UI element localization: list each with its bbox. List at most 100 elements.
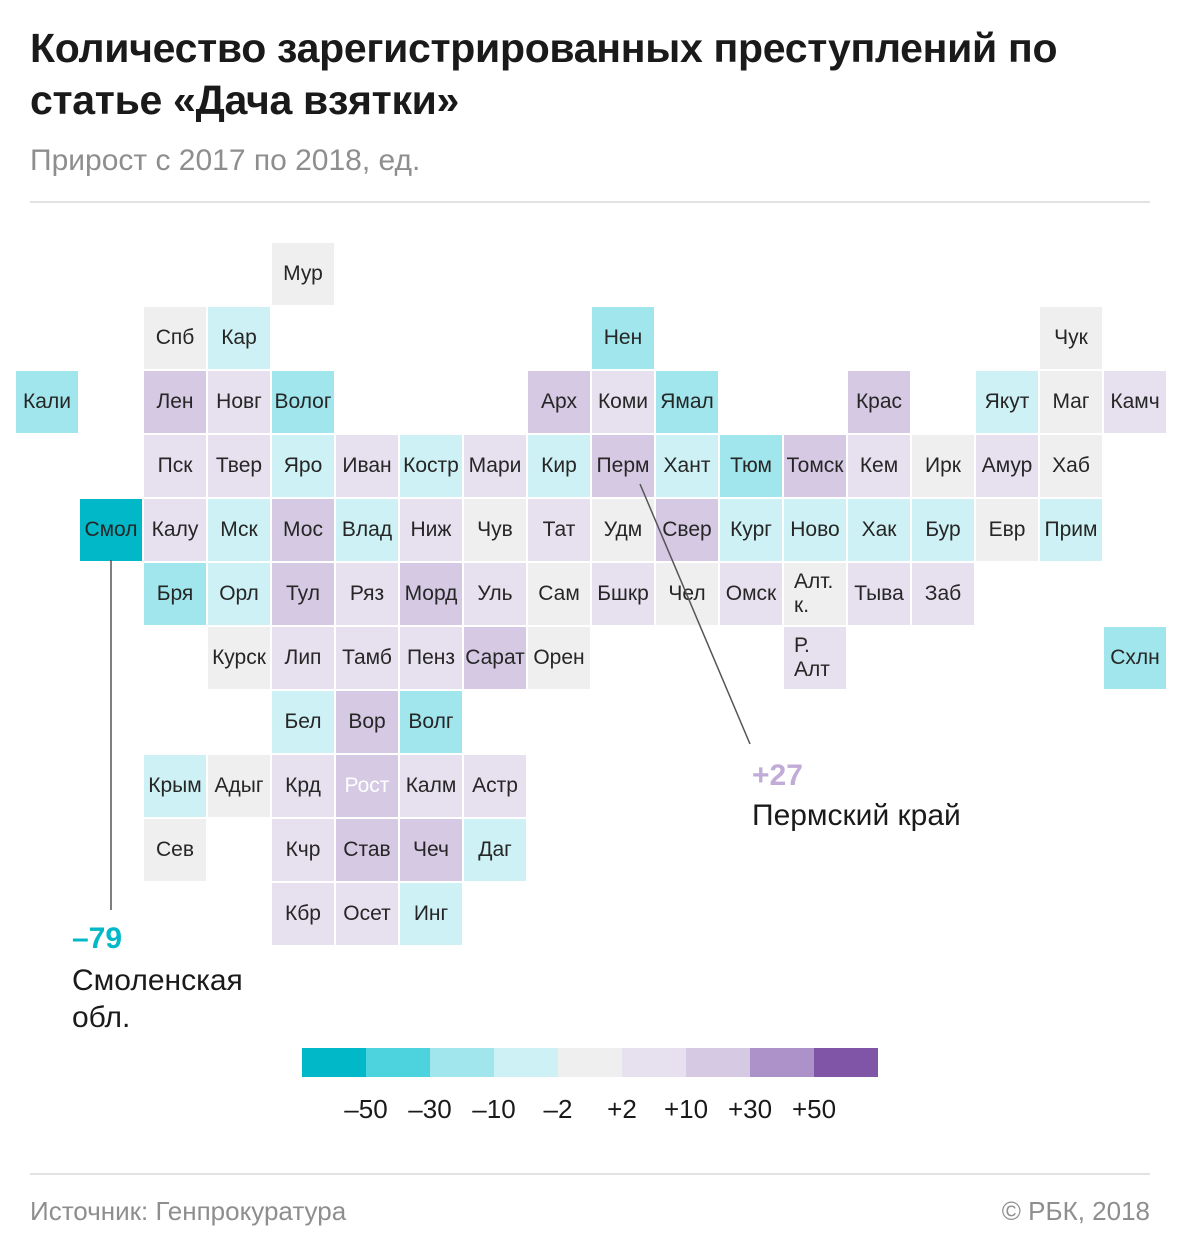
region-tile-37: Чув bbox=[464, 499, 526, 561]
region-tile-47: Бря bbox=[144, 563, 206, 625]
region-tile-42: Ново bbox=[784, 499, 846, 561]
legend-swatch-2 bbox=[430, 1048, 494, 1077]
region-tile-81: Даг bbox=[464, 819, 526, 881]
legend-swatch-0 bbox=[302, 1048, 366, 1077]
region-tile-44: Бур bbox=[912, 499, 974, 561]
region-tile-53: Сам bbox=[528, 563, 590, 625]
region-tile-71: Крым bbox=[144, 755, 206, 817]
top-divider bbox=[30, 201, 1150, 203]
smol-annotation-value: –79 bbox=[72, 922, 123, 955]
perm-leader-line bbox=[639, 483, 751, 745]
region-tile-19: Иван bbox=[336, 435, 398, 497]
region-tile-6: Лен bbox=[144, 371, 206, 433]
region-tile-5: Кали bbox=[16, 371, 78, 433]
legend-label-0: –50 bbox=[344, 1094, 388, 1124]
region-tile-72: Адыг bbox=[208, 755, 270, 817]
region-tile-9: Арх bbox=[528, 371, 590, 433]
region-tile-7: Новг bbox=[208, 371, 270, 433]
region-tile-45: Евр bbox=[976, 499, 1038, 561]
region-tile-15: Камч bbox=[1104, 371, 1166, 433]
chart-subtitle: Прирост с 2017 по 2018, ед. bbox=[30, 144, 421, 177]
region-tile-78: Кчр bbox=[272, 819, 334, 881]
region-tile-43: Хак bbox=[848, 499, 910, 561]
region-tile-54: Бшкр bbox=[592, 563, 654, 625]
source-note: Источник: Генпрокуратура bbox=[30, 1196, 347, 1226]
region-tile-76: Астр bbox=[464, 755, 526, 817]
region-tile-70: Волг bbox=[400, 691, 462, 753]
perm-annotation-name: Пермский край bbox=[752, 799, 961, 832]
region-tile-65: Орен bbox=[528, 627, 590, 689]
region-tile-26: Томск bbox=[784, 435, 846, 497]
legend-swatch-1 bbox=[366, 1048, 430, 1077]
region-tile-23: Перм bbox=[592, 435, 654, 497]
region-tile-10: Коми bbox=[592, 371, 654, 433]
region-tile-34: Мос bbox=[272, 499, 334, 561]
region-tile-1: Спб bbox=[144, 307, 206, 369]
region-tile-82: Кбр bbox=[272, 883, 334, 945]
region-tile-58: Тыва bbox=[848, 563, 910, 625]
region-tile-59: Заб bbox=[912, 563, 974, 625]
perm-annotation-value: +27 bbox=[752, 759, 803, 792]
region-tile-28: Ирк bbox=[912, 435, 974, 497]
region-tile-69: Вор bbox=[336, 691, 398, 753]
legend-label-4: +2 bbox=[607, 1094, 637, 1124]
chart-title: Количество зарегистрированных преступлен… bbox=[30, 25, 1058, 123]
region-tile-52: Уль bbox=[464, 563, 526, 625]
region-tile-80: Чеч bbox=[400, 819, 462, 881]
region-tile-33: Мск bbox=[208, 499, 270, 561]
legend-swatch-5 bbox=[622, 1048, 686, 1077]
region-tile-46: Прим bbox=[1040, 499, 1102, 561]
region-tile-14: Маг bbox=[1040, 371, 1102, 433]
region-tile-51: Морд bbox=[400, 563, 462, 625]
region-tile-2: Кар bbox=[208, 307, 270, 369]
region-tile-25: Тюм bbox=[720, 435, 782, 497]
region-tile-11: Ямал bbox=[656, 371, 718, 433]
legend-label-6: +30 bbox=[727, 1094, 773, 1124]
region-tile-36: Ниж bbox=[400, 499, 462, 561]
color-legend bbox=[302, 1048, 878, 1077]
region-tile-39: Удм bbox=[592, 499, 654, 561]
legend-swatch-8 bbox=[814, 1048, 878, 1077]
region-tile-79: Став bbox=[336, 819, 398, 881]
region-tile-74: Рост bbox=[336, 755, 398, 817]
region-tile-77: Сев bbox=[144, 819, 206, 881]
region-tile-29: Амур bbox=[976, 435, 1038, 497]
region-tile-67: Схлн bbox=[1104, 627, 1166, 689]
legend-swatch-6 bbox=[686, 1048, 750, 1077]
bottom-divider bbox=[30, 1173, 1150, 1175]
region-tile-12: Крас bbox=[848, 371, 910, 433]
region-tile-32: Калу bbox=[144, 499, 206, 561]
copyright-note: © РБК, 2018 bbox=[1001, 1196, 1150, 1226]
region-tile-64: Сарат bbox=[464, 627, 526, 689]
legend-label-1: –30 bbox=[408, 1094, 452, 1124]
region-tile-24: Хант bbox=[656, 435, 718, 497]
legend-label-5: +10 bbox=[663, 1094, 709, 1124]
region-tile-35: Влад bbox=[336, 499, 398, 561]
region-tile-63: Пенз bbox=[400, 627, 462, 689]
legend-swatch-7 bbox=[750, 1048, 814, 1077]
region-tile-27: Кем bbox=[848, 435, 910, 497]
region-tile-22: Кир bbox=[528, 435, 590, 497]
region-tile-66: Р. Алт bbox=[784, 627, 846, 689]
region-tile-61: Лип bbox=[272, 627, 334, 689]
region-tile-57: Алт. к. bbox=[784, 563, 846, 625]
region-tile-4: Чук bbox=[1040, 307, 1102, 369]
region-tile-41: Кург bbox=[720, 499, 782, 561]
region-tile-49: Тул bbox=[272, 563, 334, 625]
region-tile-68: Бел bbox=[272, 691, 334, 753]
region-tile-31: Смол bbox=[80, 499, 142, 561]
region-tile-83: Осет bbox=[336, 883, 398, 945]
region-tile-13: Якут bbox=[976, 371, 1038, 433]
region-tile-0: Мур bbox=[272, 243, 334, 305]
region-tile-50: Ряз bbox=[336, 563, 398, 625]
region-tile-38: Тат bbox=[528, 499, 590, 561]
region-tile-30: Хаб bbox=[1040, 435, 1102, 497]
region-tile-20: Костр bbox=[400, 435, 462, 497]
region-tile-3: Нен bbox=[592, 307, 654, 369]
region-tile-48: Орл bbox=[208, 563, 270, 625]
region-tile-60: Курск bbox=[208, 627, 270, 689]
legend-label-7: +50 bbox=[791, 1094, 837, 1124]
region-tile-62: Тамб bbox=[336, 627, 398, 689]
